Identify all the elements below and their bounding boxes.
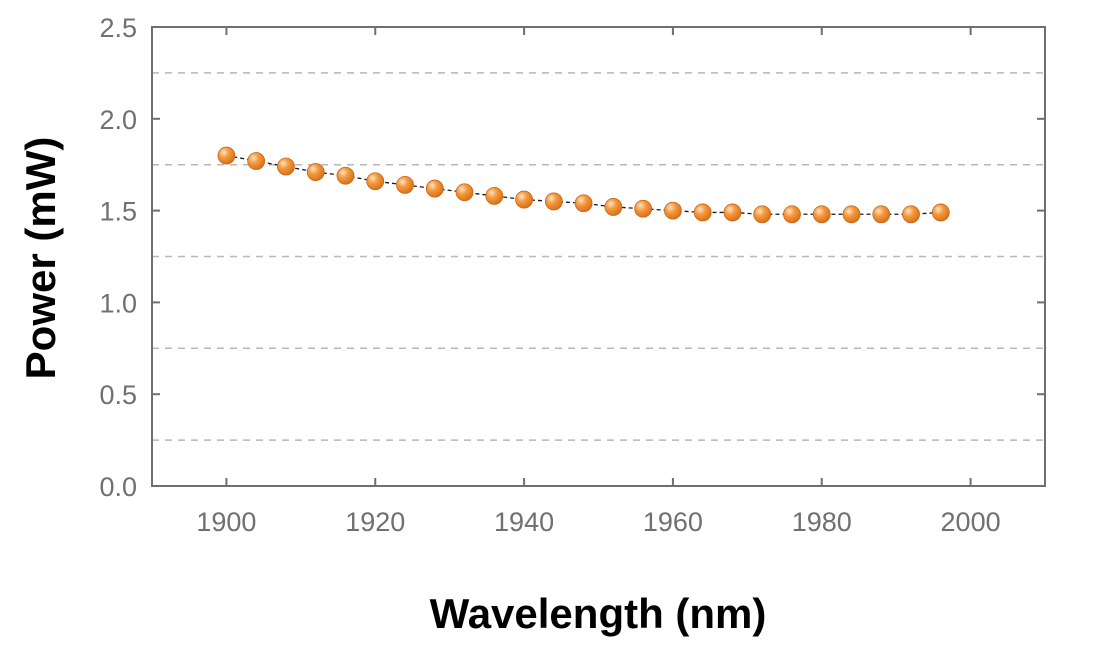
data-point xyxy=(515,190,533,209)
y-tick-label: 1.0 xyxy=(99,288,137,318)
data-point xyxy=(425,179,444,198)
data-point xyxy=(336,166,355,185)
plot-frame xyxy=(151,26,1046,487)
data-point xyxy=(396,175,414,194)
data-point xyxy=(931,203,950,222)
data-point xyxy=(783,205,801,224)
grid-lines xyxy=(152,72,1045,441)
data-point xyxy=(366,172,385,191)
x-tick-label: 1980 xyxy=(792,507,852,537)
y-tick-label: 2.5 xyxy=(99,13,137,43)
data-point xyxy=(455,183,474,202)
axis-ticks xyxy=(152,26,1045,487)
data-point xyxy=(812,205,831,224)
data-point xyxy=(574,194,593,213)
x-axis-title: Wavelength (nm) xyxy=(430,590,767,637)
y-tick-label: 0.0 xyxy=(99,472,137,502)
x-tick-label: 1920 xyxy=(345,507,405,537)
data-point xyxy=(485,187,504,205)
data-point xyxy=(872,205,891,224)
data-series xyxy=(217,146,950,224)
data-point xyxy=(723,203,742,222)
y-tick-label: 2.0 xyxy=(99,105,137,135)
data-point xyxy=(217,146,236,165)
data-point xyxy=(277,157,295,176)
x-tick-label: 1900 xyxy=(196,507,256,537)
data-point xyxy=(634,199,653,218)
y-axis-title: Power (mW) xyxy=(17,137,64,380)
data-point xyxy=(753,205,772,224)
data-point xyxy=(842,205,861,224)
data-point xyxy=(604,198,623,216)
y-tick-label: 0.5 xyxy=(99,380,137,410)
x-tick-label: 1960 xyxy=(643,507,703,537)
y-tick-label: 1.5 xyxy=(99,197,137,227)
x-tick-label: 1940 xyxy=(494,507,554,537)
data-point xyxy=(306,163,325,181)
x-axis-tick-labels: 1900 1920 1940 1960 1980 2000 xyxy=(196,507,1000,537)
data-point xyxy=(664,201,682,220)
y-axis-tick-labels: 0.0 0.5 1.0 1.5 2.0 2.5 xyxy=(99,13,137,502)
x-tick-label: 2000 xyxy=(941,507,1001,537)
data-point xyxy=(693,203,712,222)
data-point xyxy=(544,192,563,211)
data-point xyxy=(902,205,920,224)
data-point xyxy=(247,152,266,170)
